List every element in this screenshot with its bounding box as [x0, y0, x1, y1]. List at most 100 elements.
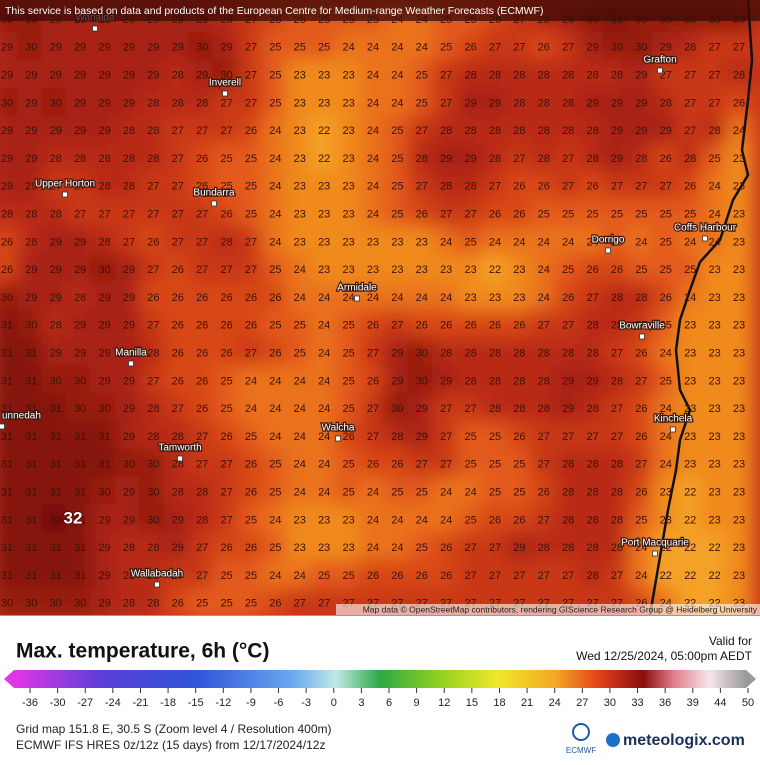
temperature-cell	[358, 115, 388, 148]
temperature-value: 25	[245, 153, 257, 165]
temperature-value: 23	[318, 70, 330, 82]
temperature-value: 23	[733, 570, 745, 582]
temperature-cell	[66, 31, 95, 64]
temperature-value: 29	[74, 70, 86, 82]
temperature-cell	[724, 393, 754, 426]
temperature-cell	[163, 393, 192, 426]
temperature-value: 27	[440, 403, 452, 415]
temperature-value: 29	[98, 598, 110, 610]
temperature-cell	[0, 143, 22, 175]
temperature-cell	[505, 504, 534, 537]
temperature-value: 24	[318, 292, 330, 304]
temperature-cell	[529, 476, 558, 509]
temperature-value: 28	[611, 542, 623, 554]
temperature-cell	[285, 587, 314, 615]
temperature-cell	[432, 143, 461, 175]
temperature-value: 27	[196, 209, 208, 221]
temperature-cell	[554, 476, 583, 509]
temperature-cell	[41, 198, 70, 231]
temperature-cell	[407, 143, 436, 175]
colorbar-tick-label: 39	[687, 697, 699, 709]
temperature-value: 23	[733, 209, 745, 221]
temperature-value: 23	[708, 487, 720, 499]
temperature-value: 27	[123, 209, 135, 221]
temperature-cell	[261, 448, 290, 481]
temperature-value: 24	[294, 264, 306, 276]
temperature-cell	[310, 476, 339, 509]
temperature-value: 24	[635, 570, 647, 582]
temperature-value: 27	[172, 403, 184, 415]
temperature-value: 23	[318, 209, 330, 221]
temperature-value: 28	[489, 70, 501, 82]
place-name: Inverell	[209, 78, 241, 89]
place-marker	[639, 333, 645, 340]
temperature-value: 24	[538, 236, 550, 248]
temperature-value: 27	[489, 42, 501, 54]
temperature-value: 27	[440, 459, 452, 471]
place-name: Port Macquarie	[621, 538, 689, 549]
temperature-value: 26	[245, 487, 257, 499]
temperature-value: 30	[635, 42, 647, 54]
temperature-value: 23	[684, 348, 696, 360]
temperature-value: 30	[220, 70, 232, 82]
temperature-value: 28	[147, 542, 159, 554]
attribution-bg	[336, 604, 760, 615]
temperature-value: 30	[98, 403, 110, 415]
temperature-cell	[212, 532, 241, 565]
temperature-cell	[651, 115, 680, 148]
temperature-cell	[41, 226, 70, 259]
temperature-value: 29	[416, 403, 428, 415]
temperature-cell	[700, 365, 729, 398]
temperature-cell	[358, 143, 388, 175]
temperature-cell	[285, 421, 314, 453]
temperature-cell	[139, 337, 168, 370]
temperature-cell	[651, 254, 680, 287]
temperature-value: 26	[513, 320, 525, 332]
temperature-value: 24	[391, 292, 403, 304]
temperature-cell	[578, 59, 607, 92]
temperature-cell	[676, 476, 705, 509]
temperature-value: 31	[25, 542, 37, 554]
temperature-cell	[212, 476, 241, 509]
temperature-cell	[480, 87, 510, 120]
place-name: Upper Horton	[35, 179, 95, 190]
temperature-value: 28	[513, 125, 525, 137]
max-label: 32	[64, 508, 83, 527]
temperature-value: 28	[586, 70, 598, 82]
temperature-value: 31	[50, 542, 62, 554]
temperature-cell	[139, 143, 168, 175]
temperature-cell	[676, 31, 705, 64]
temperature-cell	[676, 532, 705, 565]
temperature-value: 22	[708, 542, 720, 554]
temperature-value: 26	[172, 598, 184, 610]
temperature-cell	[236, 115, 266, 148]
temperature-value: 25	[464, 431, 476, 443]
temperature-value: 24	[269, 375, 281, 387]
colorbar-tick-label: -30	[50, 697, 66, 709]
temperature-value: 29	[440, 153, 452, 165]
temperature-value: 25	[342, 487, 354, 499]
temperature-value: 25	[660, 264, 672, 276]
temperature-cell	[456, 198, 485, 231]
temperature-value: 27	[635, 320, 647, 332]
temperature-cell	[163, 115, 192, 148]
temperature-value: 23	[684, 320, 696, 332]
temperature-value: 25	[635, 209, 647, 221]
temperature-value: 24	[416, 42, 428, 54]
temperature-cell	[724, 476, 754, 509]
temperature-value: 29	[123, 70, 135, 82]
temperature-cell	[310, 560, 339, 592]
temperature-value: 26	[1, 236, 13, 248]
temperature-cell	[66, 87, 95, 120]
temperature-value: 23	[708, 403, 720, 415]
temperature-cell	[17, 170, 46, 203]
temperature-value: 24	[294, 292, 306, 304]
temperature-value: 28	[586, 320, 598, 332]
temperature-cell	[383, 560, 412, 592]
temperature-cell	[163, 365, 192, 398]
temperature-value: 31	[74, 514, 86, 526]
temperature-value: 28	[586, 542, 598, 554]
temperature-value: 29	[1, 42, 13, 54]
temperature-value: 30	[1, 97, 13, 109]
temperature-value: 23	[684, 431, 696, 443]
